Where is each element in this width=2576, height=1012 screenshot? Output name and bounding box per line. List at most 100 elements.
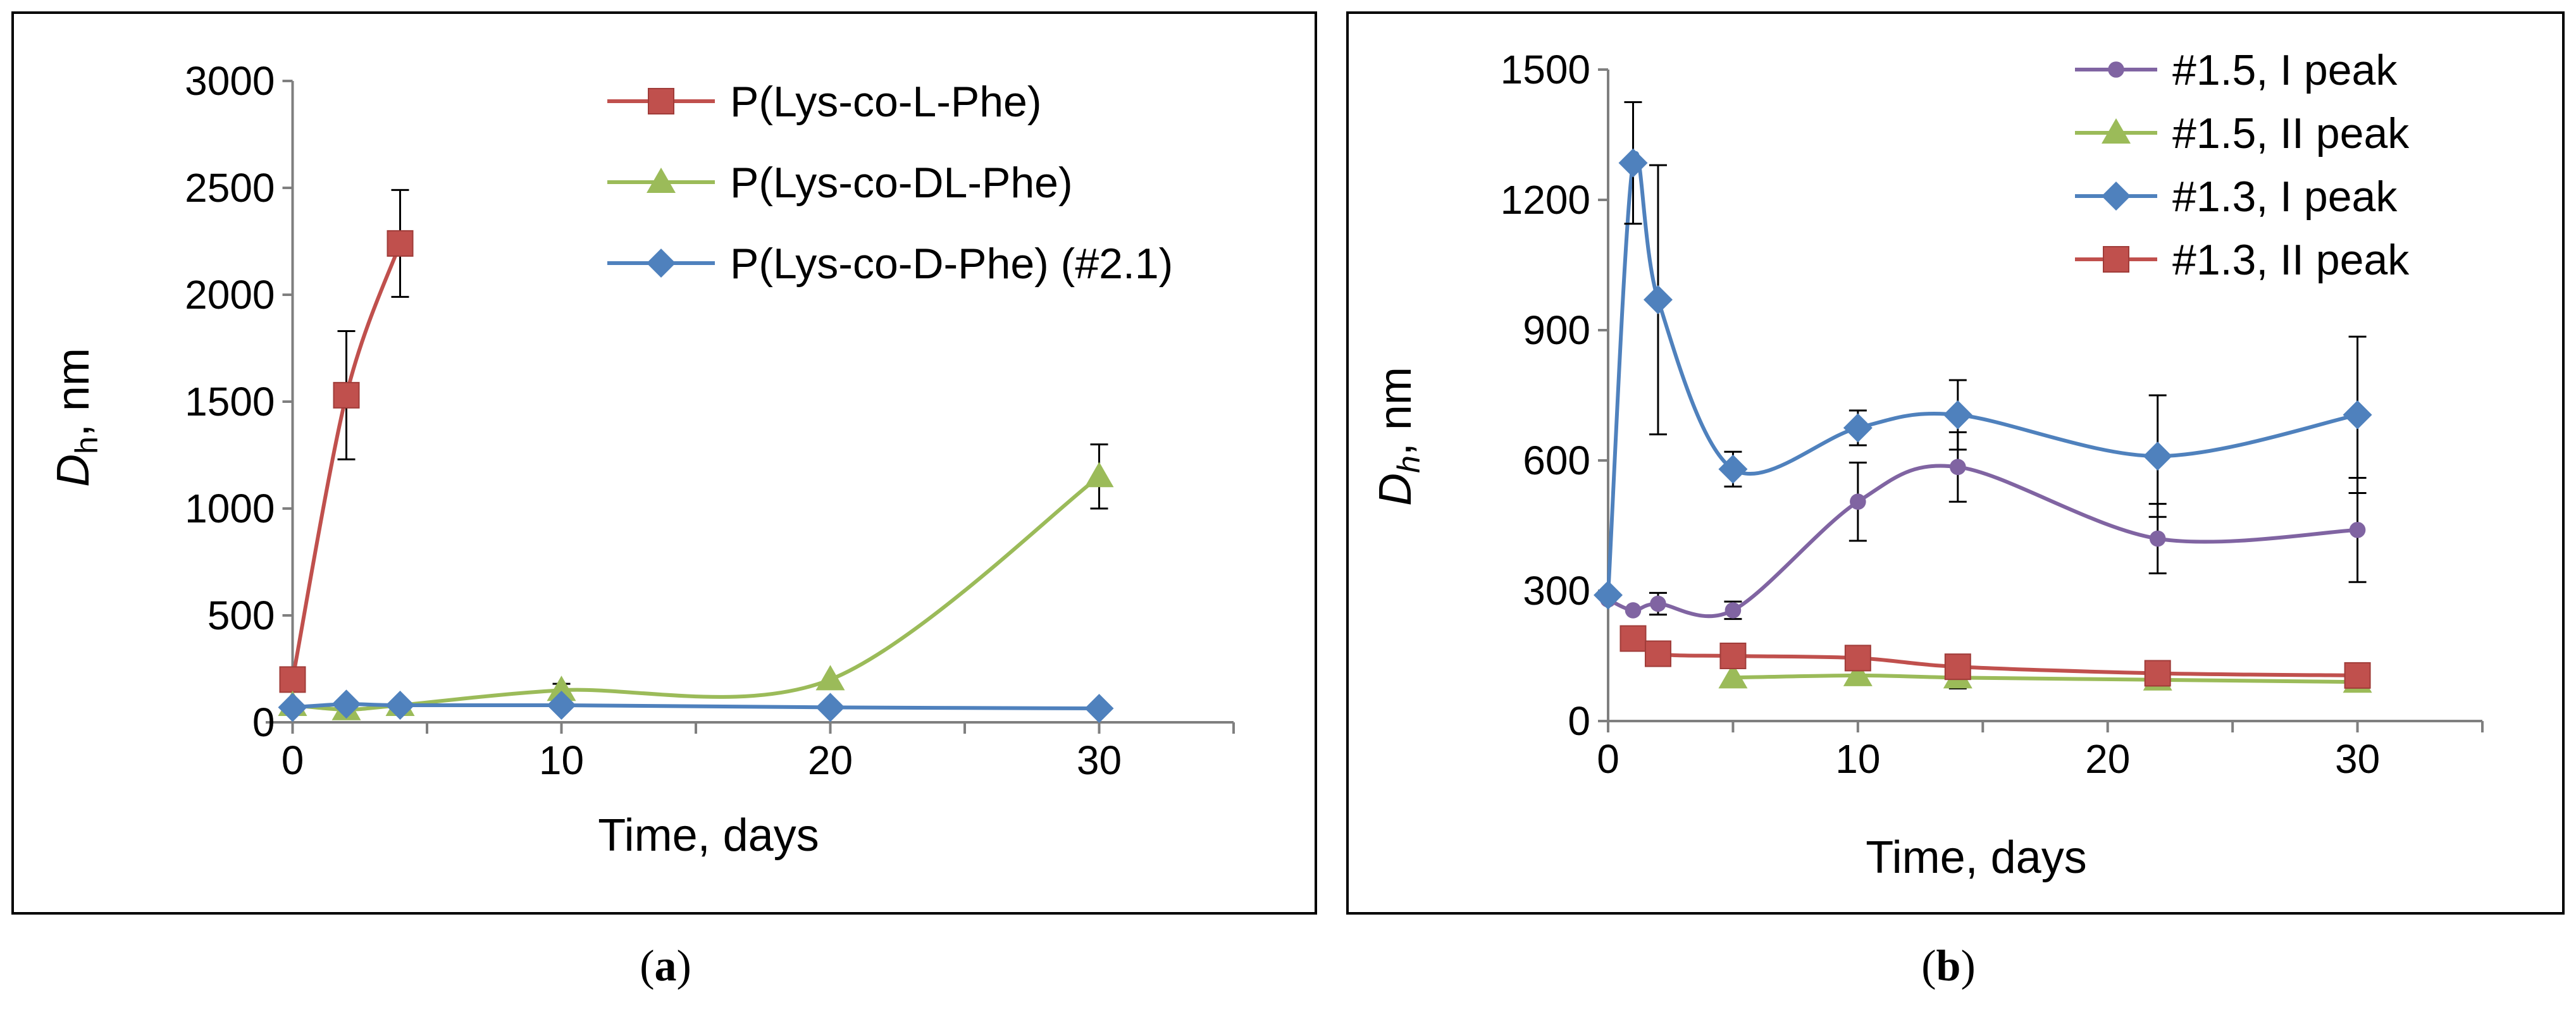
panel-b-legend-marker xyxy=(2103,246,2129,273)
panel-a-data-point xyxy=(385,690,415,720)
panel-a-caption-letter: a xyxy=(655,942,677,990)
panel-a-legend-marker xyxy=(647,168,676,193)
panel-a-legend: P(Lys-co-L-Phe) P(Lys-co-DL-Phe) P(Lys-co-… xyxy=(607,78,1173,288)
panel-a-legend-label: P(Lys-co-DL-Phe) xyxy=(730,159,1073,207)
panel-b-legend-item-2: #1.3, I peak xyxy=(2075,173,2398,221)
panel-b-data-point xyxy=(1643,285,1673,314)
panel-b-y-tick-label: 1500 xyxy=(1501,47,1590,92)
panel-b-caption-letter: b xyxy=(1936,942,1961,990)
panel-b-legend-marker xyxy=(2102,118,2131,144)
panel-b-legend-label: #1.3, I peak xyxy=(2172,173,2398,221)
panel-b-data-point xyxy=(1718,663,1748,689)
panel-b-x-tick-label: 20 xyxy=(2085,736,2130,782)
panel-a-data-point xyxy=(333,381,360,409)
panel-a-frame xyxy=(11,11,1317,915)
panel-a-y-tick-label: 500 xyxy=(207,593,275,638)
panel-b-series-3 xyxy=(1619,625,2371,689)
panel-b-data-point xyxy=(1625,602,1642,619)
panel-a-y-tick-label: 2000 xyxy=(185,272,275,318)
panel-b-plot: 0 300 600 900 1200 1500 0 10 20 30 xyxy=(1501,47,2484,782)
panel-b-series-2 xyxy=(1594,101,2372,610)
panel-a-data-point xyxy=(279,666,306,693)
panel-b-data-point xyxy=(2143,441,2172,471)
panel-a-y-title-main: D xyxy=(48,454,99,487)
panel-a-data-point xyxy=(387,230,414,257)
panel-b-legend-marker xyxy=(2102,182,2131,211)
panel-a: 0 500 1000 1500 2000 2500 3000 0 10 20 30 P(Lys-co… xyxy=(11,11,1317,990)
panel-a-x-tick-label: 0 xyxy=(282,737,304,783)
panel-a-x-tick-label: 20 xyxy=(808,737,853,783)
panel-b-data-point xyxy=(1619,625,1647,652)
panel-a-y-tick-label: 3000 xyxy=(185,58,275,104)
panel-a-data-point xyxy=(331,689,361,719)
panel-a-data-point xyxy=(547,690,576,720)
panel-b-y-title-main: D xyxy=(1370,473,1421,506)
panel-a-series-1 xyxy=(278,443,1114,720)
panel-a-data-point xyxy=(1084,694,1114,724)
panel-b-legend-label: #1.5, II peak xyxy=(2172,109,2410,157)
panel-a-y-axis-title: Dh, nm xyxy=(48,348,104,487)
panel-b-series-line xyxy=(1632,636,2358,677)
panel-a-legend-marker xyxy=(647,249,676,278)
panel-b-caption: (b) xyxy=(1921,942,1976,990)
panel-b-x-axis-title: Time, days xyxy=(1866,832,2086,883)
panel-a-data-point xyxy=(547,676,576,701)
panel-a-legend-label: P(Lys-co-D-Phe) (#2.1) xyxy=(730,240,1173,288)
panel-b-data-point xyxy=(1594,580,1623,610)
panel-a-y-tick-label: 0 xyxy=(252,700,275,745)
panel-a-caption-open: ( xyxy=(640,942,654,990)
panel-a-y-tick-label: 1000 xyxy=(185,486,275,531)
panel-a-data-point xyxy=(815,693,845,722)
panel-b-y-tick-label: 300 xyxy=(1523,568,1590,614)
panel-b-y-tick-label: 900 xyxy=(1523,307,1590,353)
panel-b-y-tick-label: 600 xyxy=(1523,438,1590,483)
panel-b-data-point xyxy=(1950,459,1966,476)
panel-b-data-point xyxy=(1650,595,1666,612)
panel-b-legend-item-3: #1.3, II peak xyxy=(2075,236,2410,284)
panel-b-y-title-suffix: , nm xyxy=(1370,367,1421,455)
panel-b-legend-marker xyxy=(2108,61,2124,78)
panel-a-series-line xyxy=(292,474,1101,712)
panel-a-legend-marker xyxy=(648,88,674,114)
panel-b-data-point xyxy=(1844,645,1871,672)
panel-b-data-point xyxy=(1719,643,1747,669)
panel-b-legend-label: #1.5, I peak xyxy=(2172,46,2398,94)
panel-b-data-point xyxy=(1718,454,1748,484)
panel-a-x-tick-label: 10 xyxy=(539,737,584,783)
panel-a-data-point xyxy=(278,693,307,722)
panel-a-x-axis-title: Time, days xyxy=(598,810,819,861)
panel-b-legend-item-1: #1.5, II peak xyxy=(2075,109,2410,157)
panel-b-data-point xyxy=(1618,148,1648,178)
panel-b-x-tick-label: 10 xyxy=(1835,736,1880,782)
panel-b-y-axis-title: Dh, nm xyxy=(1370,367,1427,506)
panel-b-legend: #1.5, I peak #1.5, II peak #1.3, I peak #1.… xyxy=(2075,46,2410,284)
panel-b-y-tick-label: 0 xyxy=(1568,698,1590,744)
panel-a-series-2 xyxy=(278,689,1114,724)
panel-a-series-line xyxy=(290,242,402,680)
panel-a-data-point xyxy=(815,665,845,691)
panel-a-x-tick-label: 30 xyxy=(1077,737,1122,783)
panel-b-data-point xyxy=(1943,400,1972,429)
panel-b-legend-label: #1.3, II peak xyxy=(2172,236,2410,284)
panel-b-x-tick-label: 0 xyxy=(1597,736,1619,782)
panel-a-y-title-suffix: , nm xyxy=(48,348,99,436)
panel-b-legend-item-0: #1.5, I peak xyxy=(2075,46,2398,94)
panel-a-legend-item-1: P(Lys-co-DL-Phe) xyxy=(607,159,1073,207)
panel-a-y-tick-label: 2500 xyxy=(185,165,275,211)
panel-b-frame xyxy=(1346,11,2565,915)
panel-a-y-tick-label: 1500 xyxy=(185,379,275,424)
panel-a-data-point xyxy=(1084,462,1114,488)
panel-a-plot: 0 500 1000 1500 2000 2500 3000 0 10 20 30 xyxy=(185,58,1235,783)
panel-a-legend-item-0: P(Lys-co-L-Phe) xyxy=(607,78,1042,126)
panel-b-y-tick-label: 1200 xyxy=(1501,177,1590,223)
panel-b-caption-close: ) xyxy=(1960,942,1975,990)
panel-b-data-point xyxy=(2349,522,2366,538)
panel-b-data-point xyxy=(2344,662,2371,689)
panel-b-series-line xyxy=(1733,673,2358,684)
panel-b-series-line xyxy=(1607,464,2358,619)
panel-b-y-title-sub: h xyxy=(1391,455,1427,473)
panel-b-data-point xyxy=(2343,400,2372,429)
panel-a-y-title-sub: h xyxy=(69,436,104,454)
panel-b-data-point xyxy=(1725,602,1742,619)
panel-b-data-point xyxy=(1843,413,1873,443)
